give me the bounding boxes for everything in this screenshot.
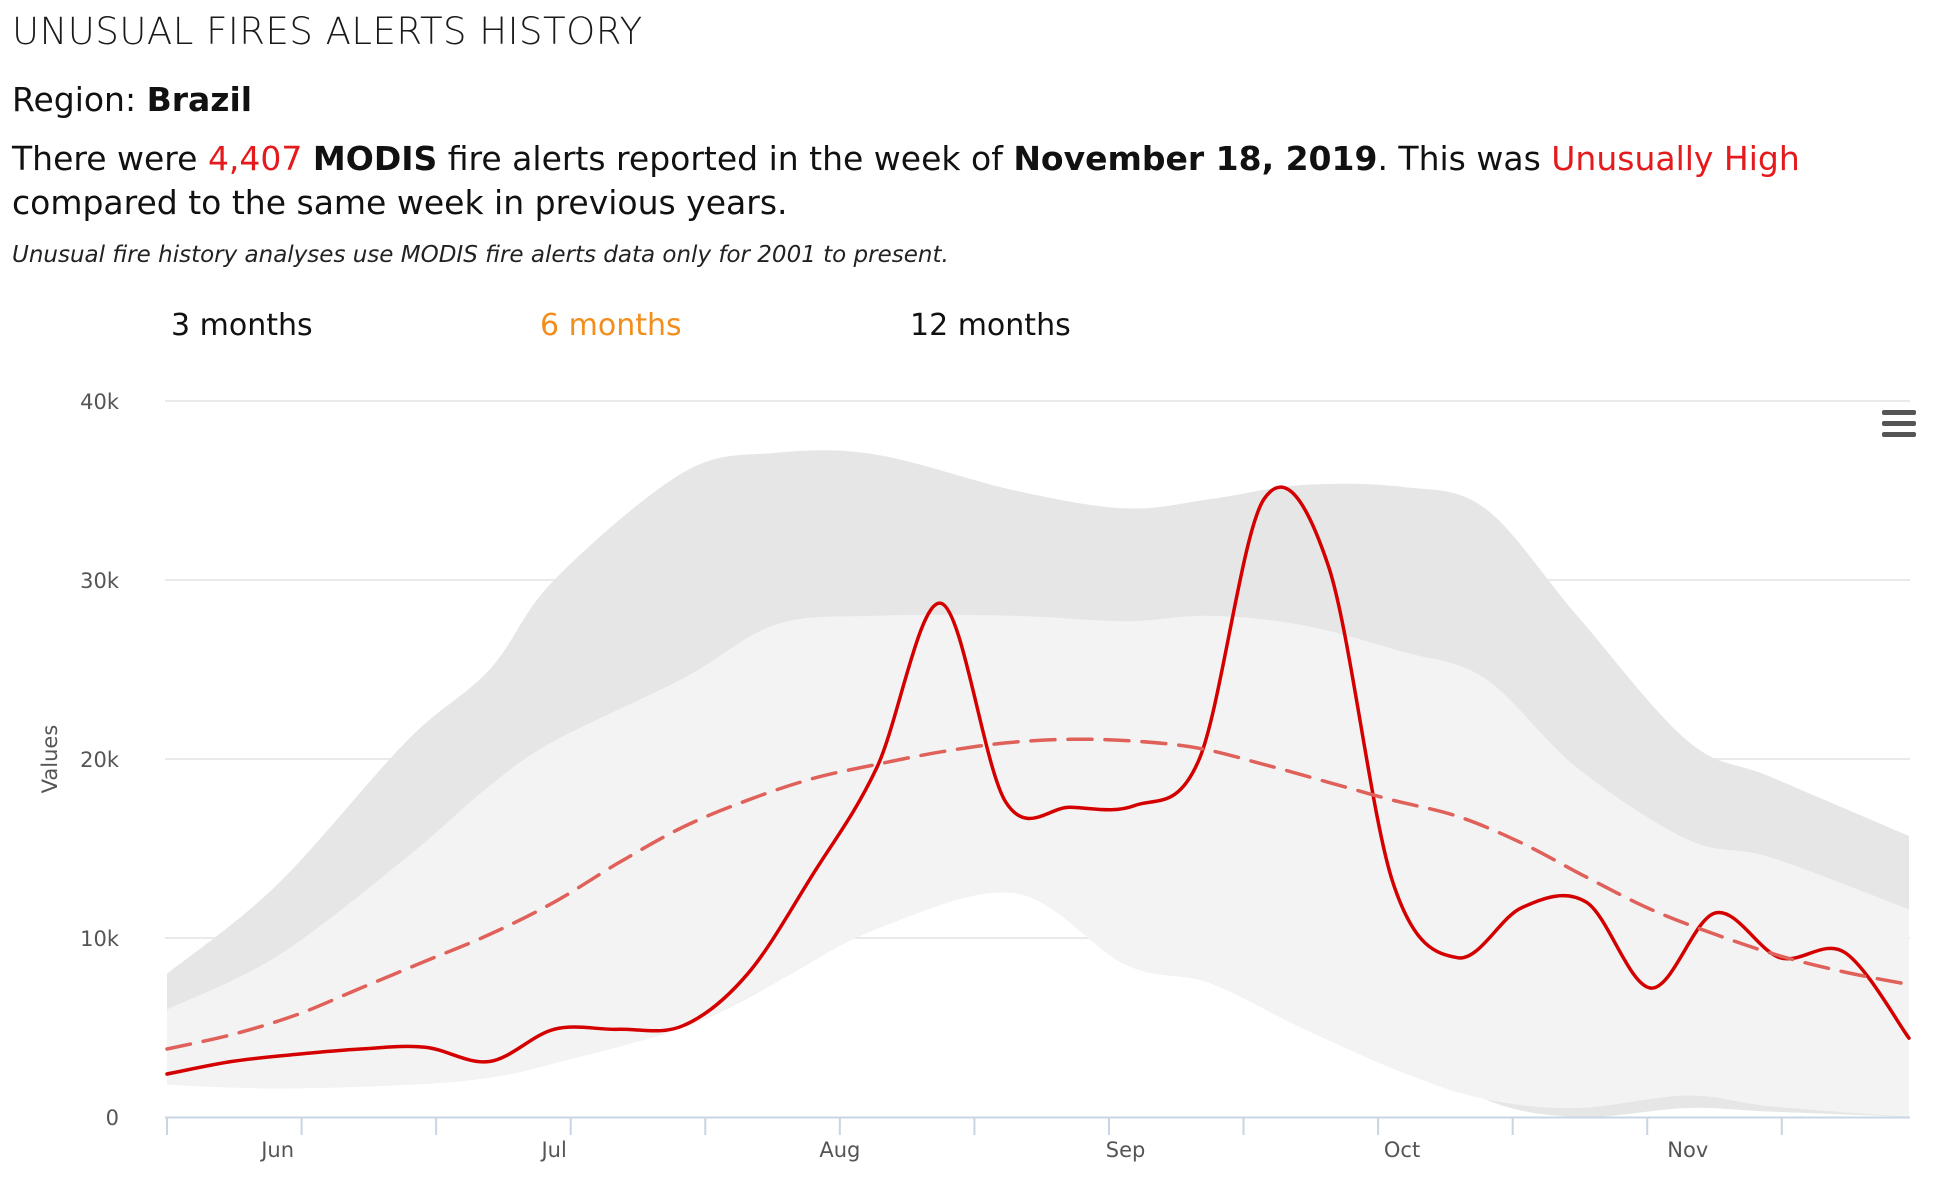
x-tick-label: Oct	[1384, 1138, 1420, 1162]
alert-week: November 18, 2019	[1013, 139, 1378, 178]
data-note: Unusual fire history analyses use MODIS …	[12, 242, 949, 268]
y-tick-label: 0	[106, 1106, 119, 1130]
y-axis-title: Values	[38, 725, 62, 794]
timeframe-tabs: 3 months 6 months 12 months	[0, 308, 1936, 354]
x-tick-label: Aug	[819, 1138, 860, 1162]
y-tick-label: 40k	[80, 390, 120, 414]
region-line: Region: Brazil	[12, 80, 252, 119]
summary-text-3: fire alerts reported in the week of	[437, 139, 1014, 178]
axes-layer: 0 10k 20k 30k 40k Values Jun Jul Aug Sep Oct Nov	[38, 390, 1910, 1162]
page-title: UNUSUAL FIRES ALERTS HISTORY	[12, 10, 643, 53]
x-tick-label: Jun	[259, 1138, 294, 1162]
y-tick-label: 30k	[80, 569, 120, 593]
region-value: Brazil	[146, 80, 253, 119]
inner-range-band	[167, 614, 1909, 1117]
y-tick-label: 20k	[80, 748, 120, 772]
tab-12-months[interactable]: 12 months	[910, 308, 1071, 343]
x-tick-label: Jul	[539, 1138, 566, 1162]
y-tick-label: 10k	[80, 927, 120, 951]
region-label: Region:	[12, 80, 137, 119]
summary-text-2	[302, 139, 313, 178]
mean-line	[165, 737, 1911, 1051]
alert-count: 4,407	[207, 139, 303, 178]
lines-layer	[165, 485, 1911, 1076]
summary-text-5: compared to the same week in previous ye…	[12, 183, 788, 222]
summary-text-1: There were	[12, 139, 208, 178]
x-tick-label: Nov	[1667, 1138, 1708, 1162]
chart-menu-icon[interactable]	[1882, 410, 1916, 440]
tab-6-months[interactable]: 6 months	[540, 308, 682, 343]
x-tick-label: Sep	[1106, 1138, 1146, 1162]
bands-layer	[167, 450, 1909, 1118]
summary-text-4: . This was	[1377, 139, 1552, 178]
alert-source: MODIS	[312, 139, 438, 178]
tab-3-months[interactable]: 3 months	[171, 308, 313, 343]
fire-alerts-chart: 0 10k 20k 30k 40k Values Jun Jul Aug Sep Oct Nov	[38, 390, 1911, 1162]
alerts-line	[165, 485, 1911, 1076]
alert-summary: There were 4,407 MODIS fire alerts repor…	[12, 137, 1912, 225]
alert-status: Unusually High	[1551, 139, 1800, 178]
